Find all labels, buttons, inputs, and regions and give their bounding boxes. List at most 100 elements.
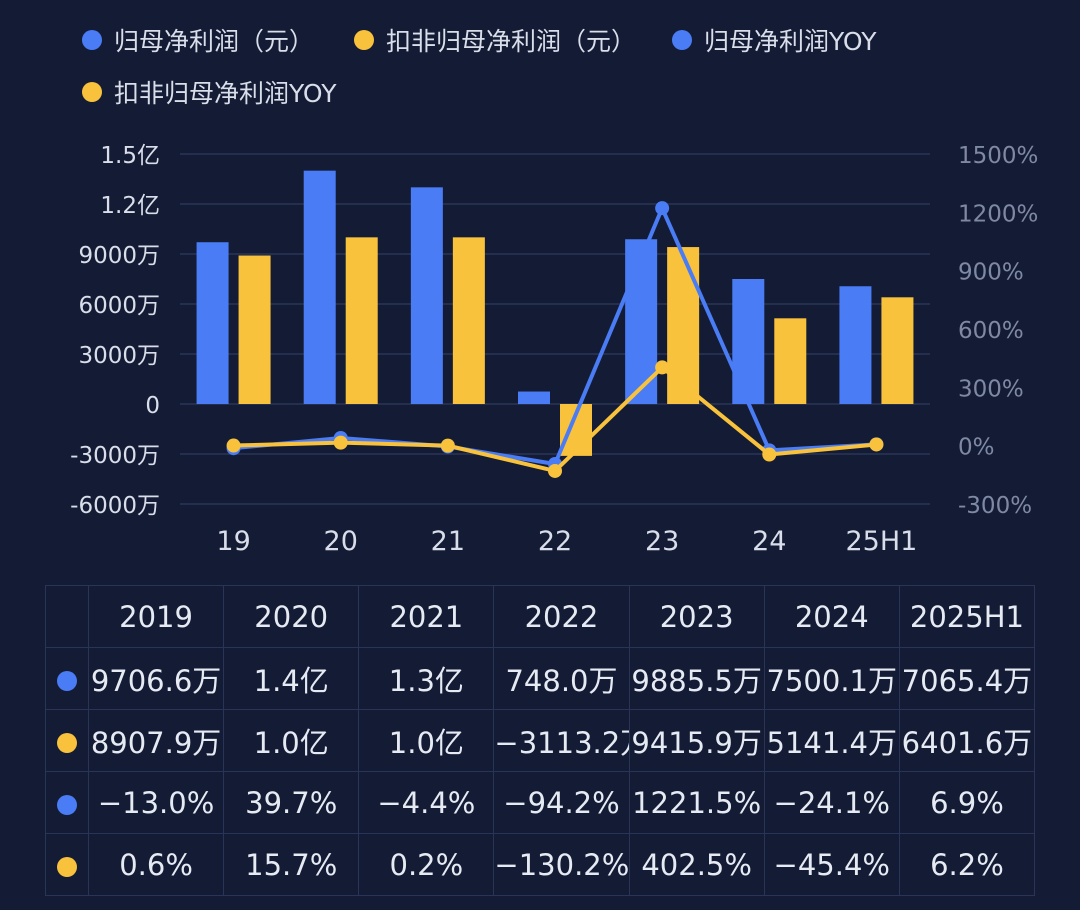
bar-deducted-net-profit xyxy=(452,237,485,404)
line-point xyxy=(655,360,670,375)
x-tick-label: 23 xyxy=(645,526,679,557)
legend-dot-icon xyxy=(672,30,692,50)
bar-deducted-net-profit xyxy=(881,297,914,404)
y-left-tick-label: 1.2亿 xyxy=(100,193,160,219)
row-marker xyxy=(45,647,89,710)
y-left-tick-label: -3000万 xyxy=(70,443,160,469)
table-cell: 15.7% xyxy=(223,833,360,896)
table-header-cell: 2021 xyxy=(358,585,495,648)
row-marker xyxy=(45,709,89,772)
table-cell: 1.4亿 xyxy=(223,647,360,710)
table-cell: 1.0亿 xyxy=(223,709,360,772)
table-cell: 1221.5% xyxy=(628,771,765,834)
y-left-tick-label: 0 xyxy=(145,393,160,419)
table-cell: 748.0万 xyxy=(493,647,630,710)
legend-item-deducted-net-profit-yoy[interactable]: 扣非归母净利润YOY xyxy=(82,74,337,110)
table-cell: 7065.4万 xyxy=(898,647,1036,710)
bar-deducted-net-profit xyxy=(345,237,378,404)
y-left-tick-label: 3000万 xyxy=(78,343,160,369)
table-header-cell: 2019 xyxy=(87,585,225,648)
line-point xyxy=(762,447,777,462)
table-cell: 1.0亿 xyxy=(358,709,495,772)
line-point xyxy=(333,435,348,450)
y-left-tick-label: 1.5亿 xyxy=(100,143,160,169)
legend-item-net-profit-yoy[interactable]: 归母净利润YOY xyxy=(672,22,877,58)
table-cell: 6401.6万 xyxy=(898,709,1036,772)
legend-dot-icon xyxy=(82,30,102,50)
table-cell: 402.5% xyxy=(628,833,765,896)
y-right-tick-label: -300% xyxy=(958,493,1032,519)
x-tick-label: 25H1 xyxy=(846,526,918,557)
y-right-tick-label: 1200% xyxy=(958,201,1038,227)
table-cell: 7500.1万 xyxy=(763,647,900,710)
legend-label: 归母净利润YOY xyxy=(704,27,877,56)
bar-deducted-net-profit xyxy=(774,318,807,404)
table-cell: 5141.4万 xyxy=(763,709,900,772)
y-left-tick-label: 9000万 xyxy=(78,243,160,269)
legend-item-deducted-net-profit[interactable]: 扣非归母净利润（元） xyxy=(354,22,636,58)
x-tick-label: 19 xyxy=(216,526,250,557)
table-cell: −45.4% xyxy=(763,833,900,896)
legend-item-net-profit[interactable]: 归母净利润（元） xyxy=(82,22,314,58)
legend-label: 扣非归母净利润YOY xyxy=(114,79,337,108)
table-row: 8907.9万 1.0亿 1.0亿 −3113.2万 9415.9万 5141.… xyxy=(45,709,1036,772)
line-point xyxy=(548,463,562,478)
bar-deducted-net-profit xyxy=(238,255,271,404)
series-dot-icon xyxy=(57,732,77,753)
x-tick-label: 21 xyxy=(431,526,465,557)
bar-net-profit xyxy=(839,286,872,404)
line-point xyxy=(226,438,241,453)
table-header-cell: 2023 xyxy=(628,585,765,648)
combo-chart: 1.5亿 1.2亿 9000万 6000万 3000万 0 -3000万 -6000万 1500… xyxy=(70,143,1038,557)
bar-net-profit xyxy=(196,242,229,404)
table-header-cell: 2024 xyxy=(763,585,900,648)
table-header-cell: 2022 xyxy=(493,585,630,648)
y-left-tick-label: 6000万 xyxy=(78,293,160,319)
y-left-tick-label: -6000万 xyxy=(70,493,160,519)
line-point xyxy=(655,201,670,216)
table-cell: 0.2% xyxy=(358,833,495,896)
table-row: 0.6% 15.7% 0.2% −130.2% 402.5% −45.4% 6.… xyxy=(45,833,1036,896)
line-point xyxy=(869,437,884,452)
table-row: −13.0% 39.7% −4.4% −94.2% 1221.5% −24.1%… xyxy=(45,771,1036,834)
y-right-tick-label: 300% xyxy=(958,376,1024,402)
table-row: 9706.6万 1.4亿 1.3亿 748.0万 9885.5万 7500.1万… xyxy=(45,647,1036,710)
table-corner xyxy=(45,585,89,648)
table-cell: 0.6% xyxy=(87,833,225,896)
chart-legend: 归母净利润（元） 扣非归母净利润（元） 归母净利润YOY 扣非归母净利润YOY xyxy=(0,0,1080,130)
legend-dot-icon xyxy=(82,82,102,102)
table-header-cell: 2025H1 xyxy=(898,585,1036,648)
row-marker xyxy=(45,771,89,834)
row-marker xyxy=(45,833,89,896)
legend-dot-icon xyxy=(354,30,374,50)
y-right-tick-label: 600% xyxy=(958,318,1024,344)
y-right-tick-label: 1500% xyxy=(958,143,1038,169)
line-point xyxy=(440,438,455,453)
x-tick-label: 24 xyxy=(752,526,786,557)
table-cell: 6.2% xyxy=(898,833,1036,896)
bar-net-profit xyxy=(732,278,765,404)
table-cell: 6.9% xyxy=(898,771,1036,834)
table-cell: 9885.5万 xyxy=(628,647,765,710)
table-cell: −94.2% xyxy=(493,771,630,834)
series-dot-icon xyxy=(57,856,77,877)
table-cell: 1.3亿 xyxy=(358,647,495,710)
series-dot-icon xyxy=(57,670,77,691)
x-tick-label: 22 xyxy=(538,526,572,557)
table-cell: −4.4% xyxy=(358,771,495,834)
table-cell: 9706.6万 xyxy=(87,647,225,710)
table-cell: −3113.2万 xyxy=(493,709,630,772)
table-header-cell: 2020 xyxy=(223,585,360,648)
bar-deducted-net-profit xyxy=(667,247,700,404)
table-cell: 8907.9万 xyxy=(87,709,225,772)
bar-net-profit xyxy=(518,391,550,404)
y-right-tick-label: 0% xyxy=(958,435,995,461)
x-tick-label: 20 xyxy=(324,526,358,557)
legend-label: 归母净利润（元） xyxy=(114,27,315,56)
y-right-tick-label: 900% xyxy=(958,260,1024,286)
table-cell: −130.2% xyxy=(493,833,630,896)
data-table: 2019 2020 2021 2022 2023 2024 2025H1 970… xyxy=(45,585,1036,896)
table-cell: −24.1% xyxy=(763,771,900,834)
table-cell: −13.0% xyxy=(87,771,225,834)
table-header-row: 2019 2020 2021 2022 2023 2024 2025H1 xyxy=(45,585,1036,648)
